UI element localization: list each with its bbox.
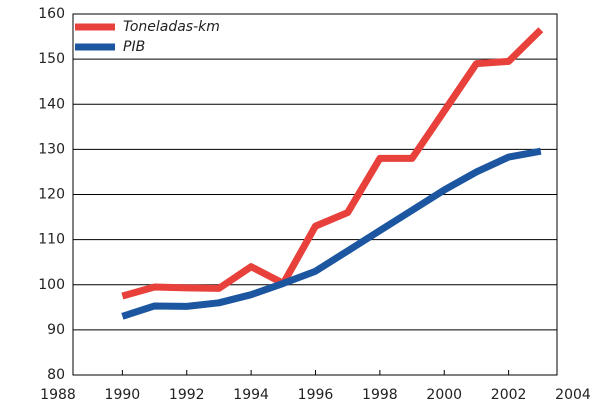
legend-label: PIB bbox=[123, 39, 145, 55]
y-tick-label: 100 bbox=[38, 277, 65, 293]
x-tick-label: 1998 bbox=[362, 387, 398, 403]
y-tick-label: 150 bbox=[38, 51, 65, 67]
x-tick-label: 1990 bbox=[105, 387, 141, 403]
plot-frame bbox=[72, 13, 558, 376]
x-tick-label: 1994 bbox=[233, 387, 269, 403]
x-tick-label: 2000 bbox=[426, 387, 462, 403]
x-tick-label: 1996 bbox=[298, 387, 334, 403]
y-tick-label: 130 bbox=[38, 141, 65, 157]
y-tick-label: 120 bbox=[38, 187, 65, 203]
x-tick-label: 2004 bbox=[555, 387, 591, 403]
y-tick-label: 140 bbox=[38, 96, 65, 112]
y-tick-label: 80 bbox=[47, 367, 65, 383]
data-line bbox=[121, 27, 544, 300]
x-tick-label: 1988 bbox=[40, 387, 76, 403]
y-tick-label: 110 bbox=[38, 232, 65, 248]
y-tick-label: 160 bbox=[38, 6, 65, 22]
data-line bbox=[121, 147, 542, 320]
legend-label: Toneladas-km bbox=[123, 19, 220, 35]
x-tick-label: 2002 bbox=[491, 387, 527, 403]
x-tick-label: 1992 bbox=[169, 387, 205, 403]
y-tick-label: 90 bbox=[47, 322, 65, 338]
